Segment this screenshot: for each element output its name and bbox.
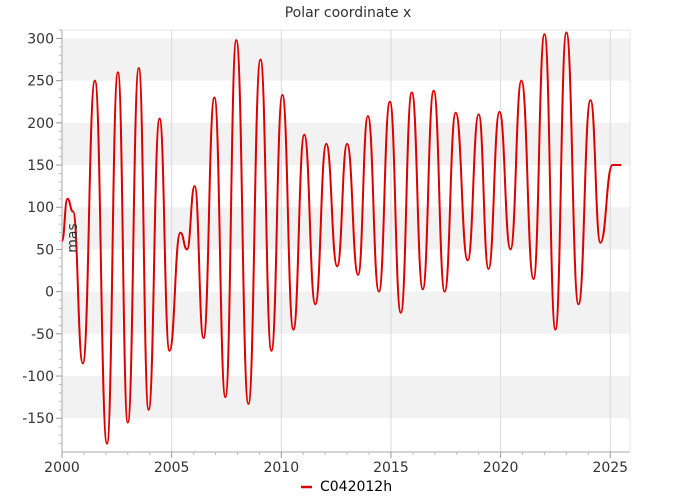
y-tick-label: 200 <box>27 116 54 132</box>
x-tick-label: 2005 <box>154 460 190 476</box>
x-tick-label: 2000 <box>44 460 80 476</box>
plot-band <box>62 38 630 81</box>
x-axis: 2000 2005 2010 2015 2020 2025 <box>44 452 628 476</box>
y-tick-label: 150 <box>27 158 54 174</box>
y-tick-label: 300 <box>27 31 54 47</box>
y-axis: -150 -100 -50 0 50 100 150 200 250 300 <box>22 29 62 445</box>
y-tick-label: -50 <box>31 327 54 343</box>
y-tick-label: 0 <box>45 285 54 301</box>
plot-band <box>62 376 630 419</box>
plot-bands <box>62 38 630 419</box>
series-group <box>61 31 622 445</box>
y-tick-label: 50 <box>36 242 54 258</box>
chart-title: Polar coordinate x <box>285 5 412 21</box>
y-tick-label: 100 <box>27 200 54 216</box>
plot-band <box>62 291 630 334</box>
x-tick-label: 2025 <box>592 460 628 476</box>
y-tick-label: -150 <box>22 411 54 427</box>
legend-label: C042012h <box>320 479 392 495</box>
y-tick-label: 250 <box>27 74 54 90</box>
plot-band <box>62 207 630 250</box>
y-axis-label: mas <box>65 223 81 253</box>
x-tick-label: 2015 <box>373 460 409 476</box>
x-tick-label: 2020 <box>483 460 519 476</box>
series-line-C042012h <box>61 31 622 445</box>
legend: C042012h <box>301 479 392 495</box>
x-tick-label: 2010 <box>263 460 299 476</box>
y-tick-label: -100 <box>22 369 54 385</box>
